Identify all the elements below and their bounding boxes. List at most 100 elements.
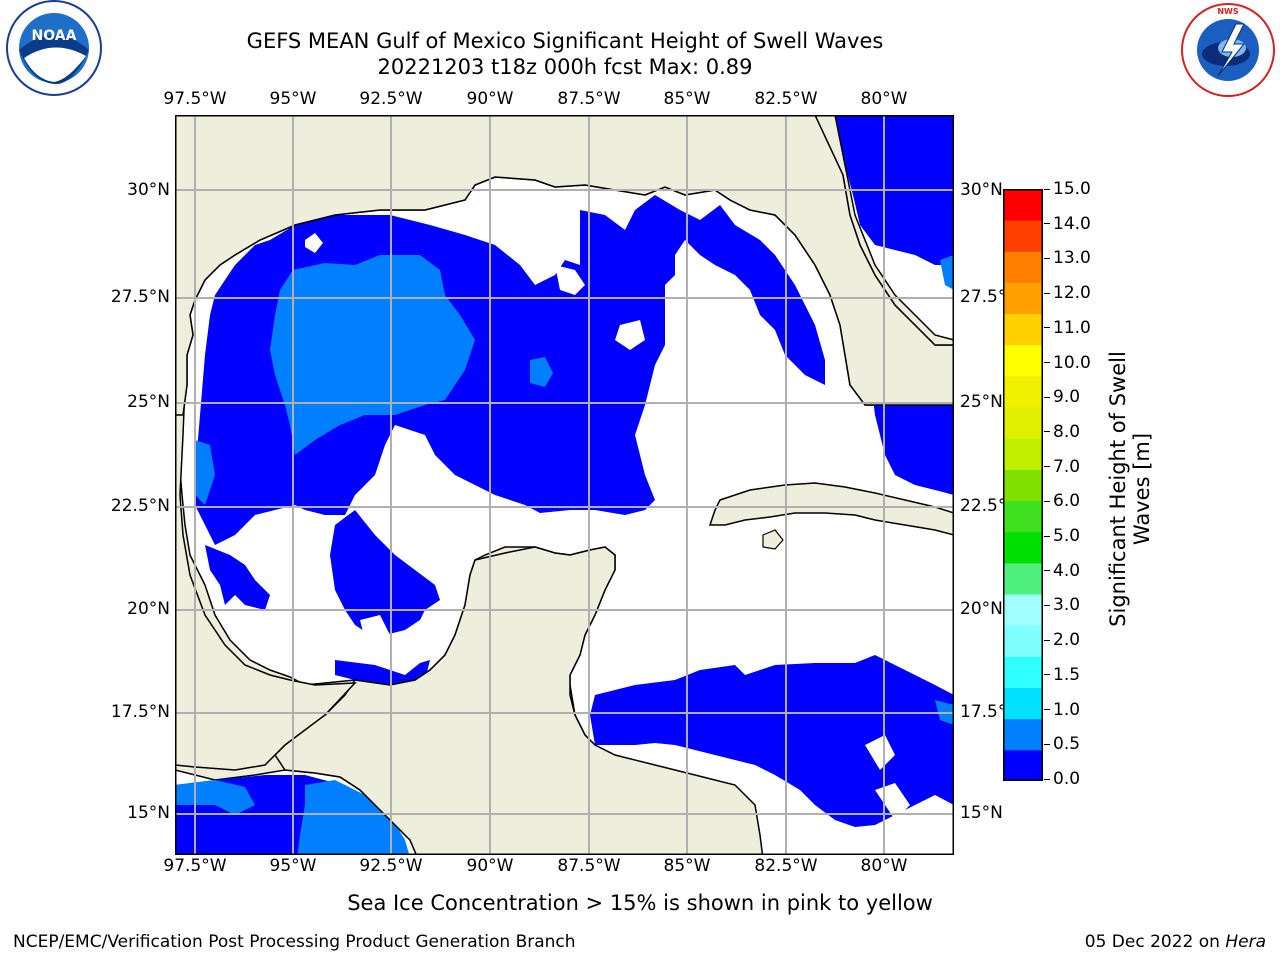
colorbar-segment	[1003, 220, 1043, 252]
colorbar-tick: 2.0	[1044, 630, 1080, 650]
colorbar-tick-label: 5.0	[1053, 526, 1081, 547]
lat-label-left: 25°N	[127, 392, 170, 412]
colorbar-segment	[1003, 469, 1043, 502]
lon-label-bottom: 95°W	[269, 856, 317, 876]
colorbar-tick: 5.0	[1044, 526, 1080, 546]
colorbar-tick-label: 1.5	[1053, 664, 1081, 685]
noaa-logo-text: NOAA	[32, 28, 77, 44]
lon-label-bottom: 85°W	[663, 856, 711, 876]
colorbar-segment	[1003, 251, 1043, 283]
colorbar-segment	[1003, 656, 1043, 689]
noaa-logo: NOAA	[6, 0, 102, 96]
colorbar-tick-label: 0.5	[1053, 734, 1081, 755]
yucatan	[274, 546, 764, 855]
colorbar-segment	[1003, 282, 1043, 315]
colorbar-tick: 11.0	[1044, 318, 1091, 338]
colorbar-segment	[1003, 500, 1043, 533]
footer-host: Hera	[1225, 932, 1266, 952]
colorbar-tick: 10.0	[1044, 353, 1091, 373]
lon-label-top: 85°W	[663, 89, 711, 109]
island	[762, 529, 784, 550]
lat-label-right: 25°N	[960, 392, 1003, 412]
lon-label-bottom: 87.5°W	[557, 856, 621, 876]
lat-label-right: 20°N	[960, 599, 1003, 619]
colorbar-tick: 9.0	[1044, 387, 1080, 407]
gulf-map	[175, 115, 954, 855]
chart-subtitle: 20221203 t18z 000h fcst Max: 0.89	[377, 55, 753, 79]
cuba	[708, 482, 954, 536]
colorbar-ticks: 15.0 14.0 13.0 12.0 11.0 10.0 9.0 8.0 7.0 6.0 5.0 4…	[1044, 179, 1104, 790]
colorbar-tick-label: 4.0	[1053, 560, 1081, 581]
colorbar-segment	[1003, 531, 1043, 564]
colorbar-tick-label: 8.0	[1053, 421, 1081, 442]
map-frame	[175, 115, 954, 855]
lon-label-top: 95°W	[269, 89, 317, 109]
colorbar-tick-label: 1.0	[1053, 699, 1081, 720]
footer-date: 05 Dec 2022 on	[1084, 932, 1226, 952]
colorbar-segment	[1003, 438, 1043, 470]
colorbar-tick: 0.0	[1044, 769, 1080, 789]
colorbar-segment	[1003, 562, 1043, 595]
colorbar-tick: 0.5	[1044, 734, 1080, 754]
colorbar-tick-label: 11.0	[1053, 317, 1091, 338]
lat-label-right: 15°N	[960, 803, 1003, 823]
colorbar-segment	[1003, 344, 1043, 377]
swell-zone-mid	[175, 255, 954, 855]
florida-land	[814, 115, 954, 346]
lon-label-top: 90°W	[466, 89, 514, 109]
colorbar-tick-label: 14.0	[1053, 213, 1091, 234]
colorbar-segment	[1003, 313, 1043, 346]
lon-label-bottom: 90°W	[466, 856, 514, 876]
colorbar-segment	[1003, 625, 1043, 657]
colorbar-tick: 4.0	[1044, 561, 1080, 581]
lat-label-left: 22.5°N	[110, 496, 170, 516]
lon-label-top: 92.5°W	[359, 89, 423, 109]
colorbar-tick-label: 3.0	[1053, 595, 1081, 616]
colorbar-tick: 7.0	[1044, 457, 1080, 477]
colorbar-tick-label: 2.0	[1053, 630, 1081, 651]
colorbar-segment	[1003, 189, 1043, 221]
colorbar-tick-label: 13.0	[1053, 248, 1091, 269]
colorbar-segment	[1003, 375, 1043, 408]
colorbar-tick: 6.0	[1044, 491, 1080, 511]
lon-label-bottom: 80°W	[860, 856, 908, 876]
colorbar-tick: 14.0	[1044, 214, 1091, 234]
colorbar-tick: 15.0	[1044, 179, 1091, 199]
colorbar-segment	[1003, 407, 1043, 439]
footer-right: 05 Dec 2022 on Hera	[1085, 932, 1266, 952]
colorbar-segment	[1003, 687, 1043, 720]
colorbar-segment	[1003, 718, 1043, 751]
colorbar	[1003, 189, 1043, 781]
lon-label-top: 87.5°W	[557, 89, 621, 109]
lon-label-bottom: 82.5°W	[754, 856, 818, 876]
colorbar-tick: 12.0	[1044, 283, 1091, 303]
colorbar-tick: 1.0	[1044, 700, 1080, 720]
lat-label-left: 27.5°N	[110, 287, 170, 307]
colorbar-segment	[1003, 594, 1043, 626]
nws-logo: NWS	[1181, 3, 1275, 97]
lat-label-left: 17.5°N	[110, 702, 170, 722]
colorbar-segment	[1003, 749, 1043, 781]
lat-label-left: 30°N	[127, 180, 170, 200]
lat-label-left: 15°N	[127, 803, 170, 823]
swell-gaps	[305, 233, 930, 820]
lat-label-left: 20°N	[127, 599, 170, 619]
colorbar-tick: 8.0	[1044, 422, 1080, 442]
footer-left: NCEP/EMC/Verification Post Processing Pr…	[13, 932, 576, 952]
colorbar-tick: 3.0	[1044, 595, 1080, 615]
svg-text:NWS: NWS	[1217, 7, 1239, 16]
lon-label-bottom: 92.5°W	[359, 856, 423, 876]
chart-title: GEFS MEAN Gulf of Mexico Significant Hei…	[246, 29, 884, 53]
colorbar-tick-label: 12.0	[1053, 283, 1091, 304]
colorbar-tick-label: 10.0	[1053, 352, 1091, 373]
lon-label-top: 82.5°W	[754, 89, 818, 109]
colorbar-tick: 13.0	[1044, 248, 1091, 268]
colorbar-tick: 1.5	[1044, 665, 1080, 685]
colorbar-label: Significant Height of Swell Waves [m]	[1106, 339, 1154, 639]
lon-label-top: 80°W	[860, 89, 908, 109]
lat-label-right: 30°N	[960, 180, 1003, 200]
colorbar-tick-label: 0.0	[1053, 769, 1081, 789]
colorbar-tick-label: 9.0	[1053, 387, 1081, 408]
colorbar-label-line2: Waves [m]	[1130, 432, 1154, 546]
colorbar-tick-label: 7.0	[1053, 456, 1081, 477]
